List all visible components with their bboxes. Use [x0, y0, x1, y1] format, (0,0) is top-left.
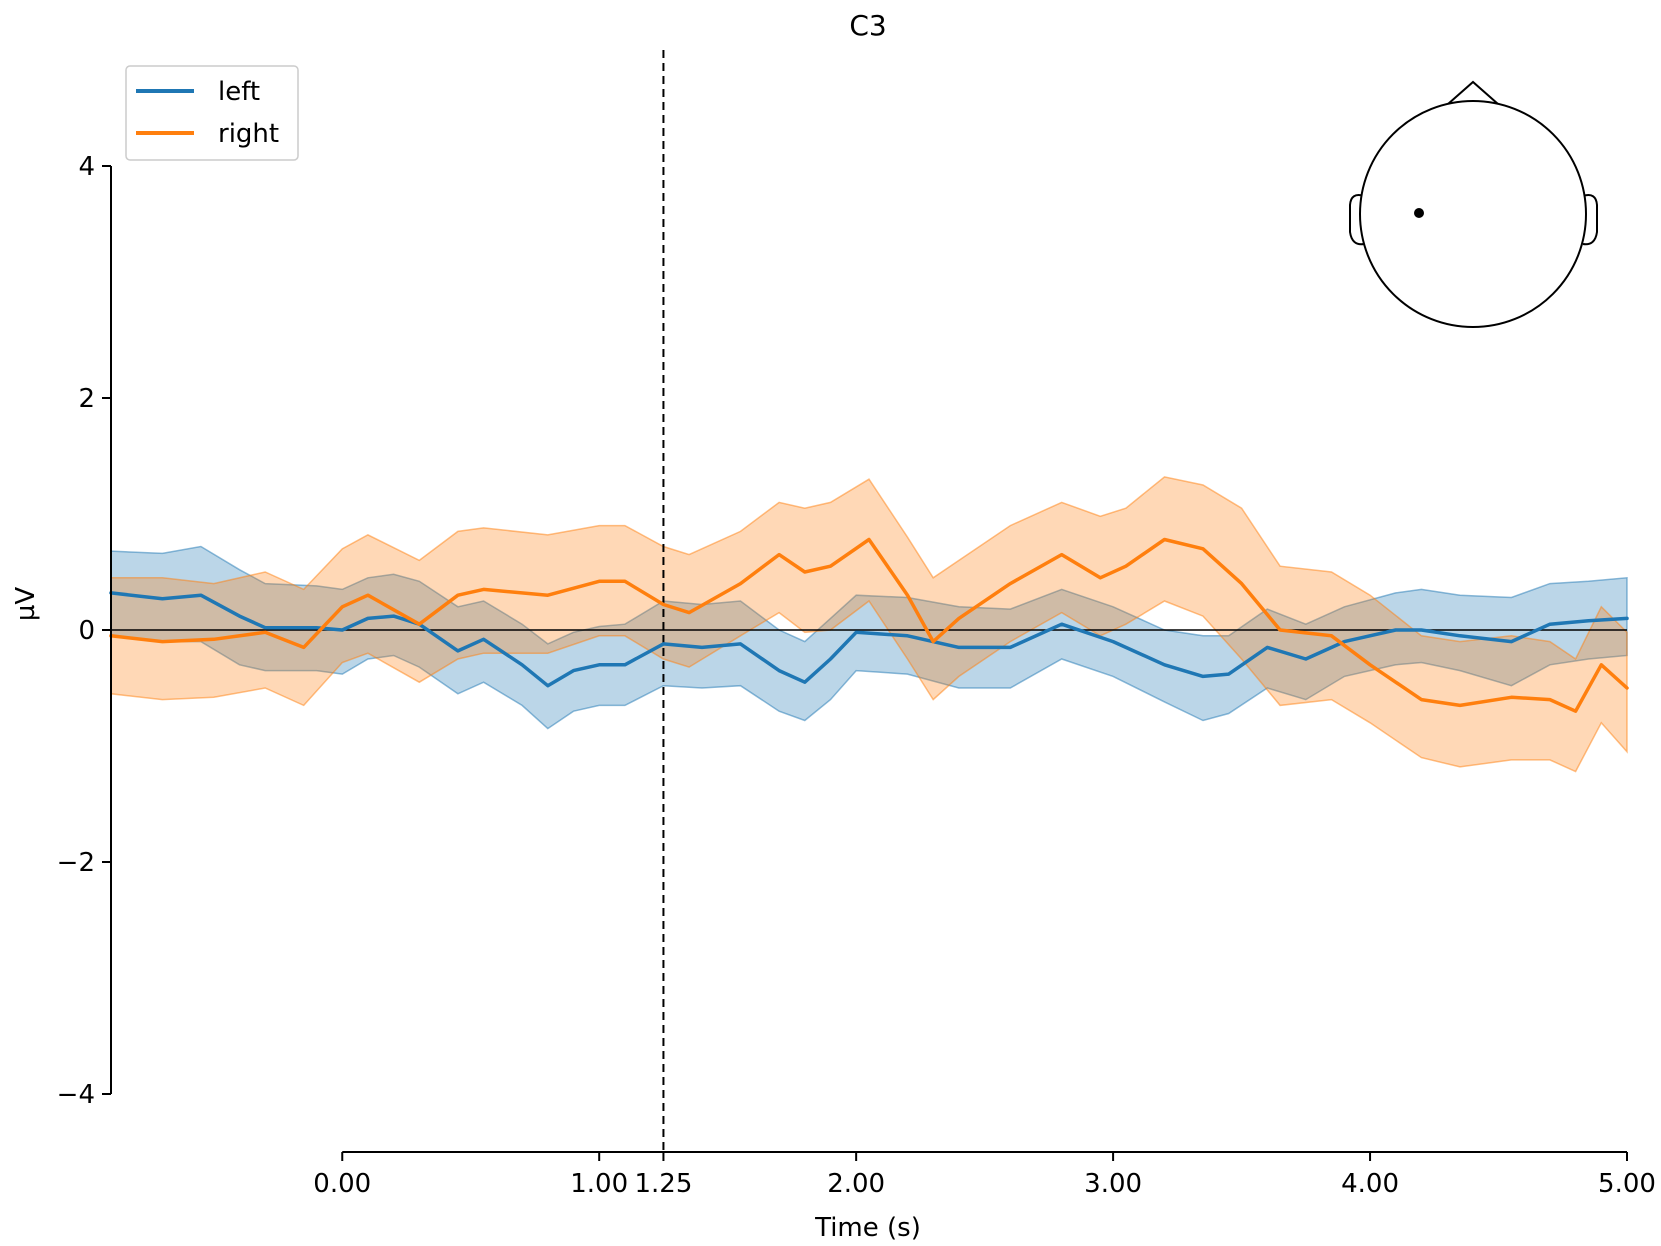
chart-title: C3	[849, 9, 886, 42]
x-tick-label-5: 4.00	[1341, 1169, 1399, 1199]
x-tick-label-0: 0.00	[313, 1169, 371, 1199]
sensor-marker	[1414, 208, 1424, 218]
series-line-right	[109, 537, 1629, 713]
x-tick-label-2: 1.25	[634, 1169, 692, 1199]
series-lines	[109, 537, 1629, 713]
head-nose	[1447, 80, 1499, 105]
x-tick-label-6: 5.00	[1598, 1169, 1656, 1199]
y-axis: −4 −2 0 2 4	[57, 152, 112, 1110]
x-tick-label-3: 2.00	[827, 1169, 885, 1199]
x-tick-label-4: 3.00	[1084, 1169, 1142, 1199]
confidence-bands	[110, 476, 1628, 773]
head-left-ear	[1349, 194, 1365, 246]
sensor-location-inset	[1349, 80, 1598, 328]
y-tick-label-0: −4	[57, 1080, 95, 1110]
y-tick-label-4: 4	[78, 152, 95, 182]
head-right-ear	[1582, 194, 1598, 246]
y-tick-label-2: 0	[78, 616, 95, 646]
y-tick-label-3: 2	[78, 384, 95, 414]
series-line-left	[109, 591, 1629, 688]
legend: left right	[125, 65, 299, 161]
reference-lines	[111, 50, 1627, 1152]
x-tick-label-1: 1.00	[570, 1169, 628, 1199]
band-right	[110, 476, 1628, 773]
y-tick-label-1: −2	[57, 848, 95, 878]
head-outline	[1359, 100, 1587, 328]
legend-label-right: right	[218, 119, 279, 149]
y-axis-label: µV	[11, 587, 41, 622]
legend-label-left: left	[218, 77, 260, 107]
x-axis: 0.00 1.00 1.25 2.00 3.00 4.00 5.00	[313, 1151, 1656, 1199]
x-axis-label: Time (s)	[814, 1213, 921, 1243]
